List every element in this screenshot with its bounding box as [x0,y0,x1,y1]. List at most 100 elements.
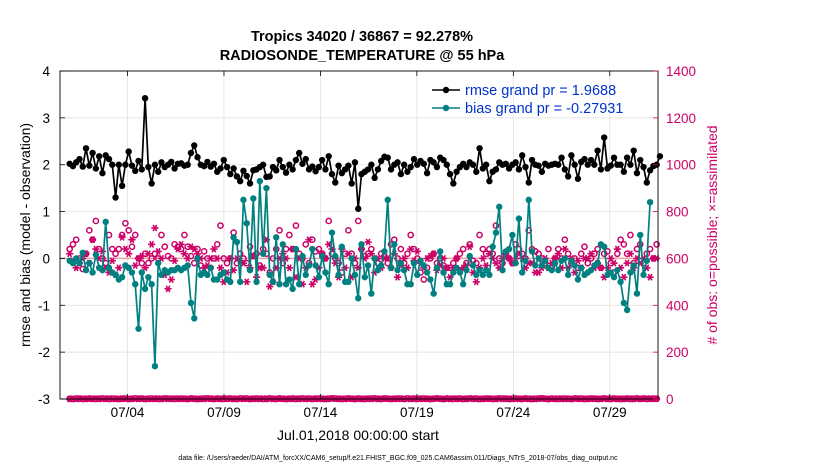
rmse-point [204,158,211,166]
rmse-point [364,166,372,173]
bias-point [417,257,424,264]
bias-point [318,252,326,260]
x-tick-label: 07/04 [111,405,145,420]
assimilated-obs-marker [285,264,293,272]
rmse-point [292,156,300,164]
rmse-point [423,169,431,177]
rmse-point [151,161,159,168]
possible-obs-marker [69,241,77,248]
rmse-point [397,170,405,178]
rmse-point [630,147,637,154]
bias-point [230,234,237,241]
rmse-point [587,156,595,164]
bias-point [250,195,257,202]
rmse-point [332,179,339,186]
possible-obs-marker [286,231,293,239]
x-tick-label: 07/19 [400,405,434,420]
rmse-point [217,165,224,172]
rmse-point [210,160,218,167]
bias-point [355,295,362,302]
rmse-point [627,161,634,168]
rmse-point [482,161,490,168]
rmse-point [135,157,142,165]
possible-obs-marker [279,259,287,267]
rmse-point [404,168,411,175]
bias-point [430,290,437,297]
assimilated-obs-marker [138,252,146,260]
bias-point [499,266,506,274]
rmse-point [82,145,90,152]
possible-obs-marker [223,259,231,267]
rmse-point [538,168,546,175]
rmse-point [309,163,316,170]
bias-point [607,269,614,276]
possible-obs-marker [627,231,634,239]
rmse-point [322,166,329,173]
y2-tick-labels: 0 200 400 600 800 1000 1200 1400 [666,64,696,407]
bias-point [423,269,431,276]
bias-point [371,255,378,262]
rmse-point [171,165,178,172]
y-tick-label: 3 [42,111,50,126]
rmse-point [276,156,283,164]
bias-point [259,250,267,257]
rmse-point [620,168,628,175]
rmse-point [473,168,480,175]
bias-point [535,255,542,262]
assimilated-obs-marker [413,247,421,255]
assimilated-obs-marker [646,273,654,281]
rmse-point [335,162,342,169]
rmse-point [128,162,136,169]
possible-obs-marker [354,217,362,225]
assimilated-obs-marker [623,259,631,267]
assimilated-obs-marker [207,254,215,262]
bias-point [463,266,470,274]
possible-obs-marker [131,231,139,239]
possible-obs-marker [190,259,198,267]
rmse-point [440,156,447,164]
bias-point [492,229,500,236]
bias-point [332,252,339,260]
bias-point [141,285,149,293]
rmse-point [345,162,352,169]
assimilated-obs-marker [157,254,166,262]
possible-obs-marker [122,219,129,227]
possible-obs-marker [161,243,169,251]
bias-point [279,241,287,248]
bias-point [118,273,126,281]
rmse-point [351,159,359,166]
bias-point [450,269,457,276]
assimilated-obs-marker [597,264,605,272]
bias-point [112,271,119,279]
y-tick-label: 0 [42,251,50,266]
rmse-point [446,170,454,178]
assimilated-obs-marker [115,264,123,272]
assimilated-obs-marker [148,240,156,248]
bias-point [440,269,447,276]
assimilated-obs-marker [554,250,562,258]
bias-point [138,269,145,276]
rmse-point [623,154,631,161]
possible-obs-marker [584,259,592,267]
data-file-footer: data file: /Users/raeder/DAI/ATM_forcXX/… [178,455,618,462]
rmse-point [574,175,582,182]
bias-point [600,243,608,250]
rmse-point [92,165,100,172]
bias-point [374,266,382,274]
rmse-point [115,161,123,168]
bias-point [446,281,454,288]
possible-obs-marker [545,245,552,253]
rmse-point [132,167,139,175]
rmse-point [89,149,96,157]
possible-obs-marker [476,231,483,239]
assimilated-obs-marker [141,264,149,272]
bias-point [145,273,152,281]
bias-point [263,184,270,192]
possible-obs-marker [148,255,155,262]
rmse-point [289,166,296,173]
rmse-point [243,172,250,180]
bias-point [348,255,355,262]
rmse-point [476,145,483,152]
bias-point [496,203,503,211]
